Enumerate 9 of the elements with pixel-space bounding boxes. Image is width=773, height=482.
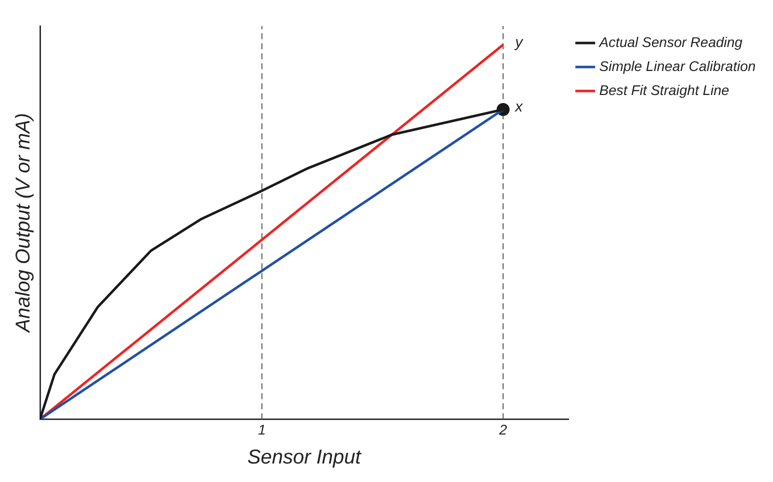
- annotation: y: [514, 34, 524, 51]
- x-tick-label: 1: [258, 421, 266, 438]
- x-axis-title: Sensor Input: [247, 446, 362, 469]
- legend-label: Best Fit Straight Line: [599, 82, 730, 98]
- x-tick-label: 2: [498, 421, 508, 438]
- legend-label: Actual Sensor Reading: [598, 34, 743, 50]
- legend-label: Simple Linear Calibration: [599, 58, 756, 74]
- y-axis-title: Analog Output (V or mA): [12, 113, 35, 334]
- annotation: x: [514, 98, 524, 116]
